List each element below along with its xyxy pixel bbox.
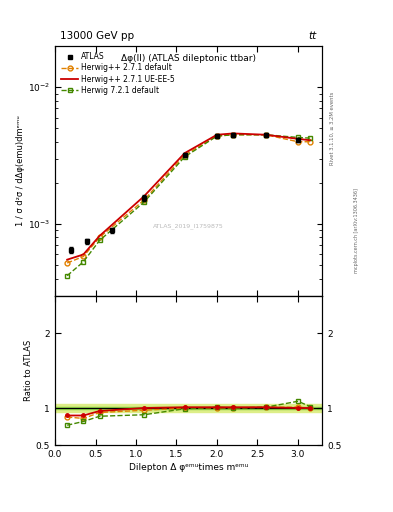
- Bar: [55, 403, 322, 413]
- Text: tt: tt: [309, 31, 317, 41]
- X-axis label: Dilepton Δ φᵉᵐᵘtimes mᵉᵐᵘ: Dilepton Δ φᵉᵐᵘtimes mᵉᵐᵘ: [129, 463, 248, 473]
- Y-axis label: Ratio to ATLAS: Ratio to ATLAS: [24, 340, 33, 401]
- Y-axis label: 1 / σ d²σ / dΔφ(emu)dmᵉᵐᵘ: 1 / σ d²σ / dΔφ(emu)dmᵉᵐᵘ: [16, 116, 25, 226]
- Text: 13000 GeV pp: 13000 GeV pp: [61, 31, 134, 41]
- Legend: ATLAS, Herwig++ 2.7.1 default, Herwig++ 2.7.1 UE-EE-5, Herwig 7.2.1 default: ATLAS, Herwig++ 2.7.1 default, Herwig++ …: [59, 50, 177, 97]
- Bar: [55, 407, 322, 410]
- Text: Rivet 3.1.10, ≥ 3.2M events: Rivet 3.1.10, ≥ 3.2M events: [330, 91, 335, 165]
- Text: mcplots.cern.ch [arXiv:1306.3436]: mcplots.cern.ch [arXiv:1306.3436]: [354, 188, 359, 273]
- Text: ATLAS_2019_I1759875: ATLAS_2019_I1759875: [153, 223, 224, 229]
- Text: Δφ(ll) (ATLAS dileptonic ttbar): Δφ(ll) (ATLAS dileptonic ttbar): [121, 54, 256, 62]
